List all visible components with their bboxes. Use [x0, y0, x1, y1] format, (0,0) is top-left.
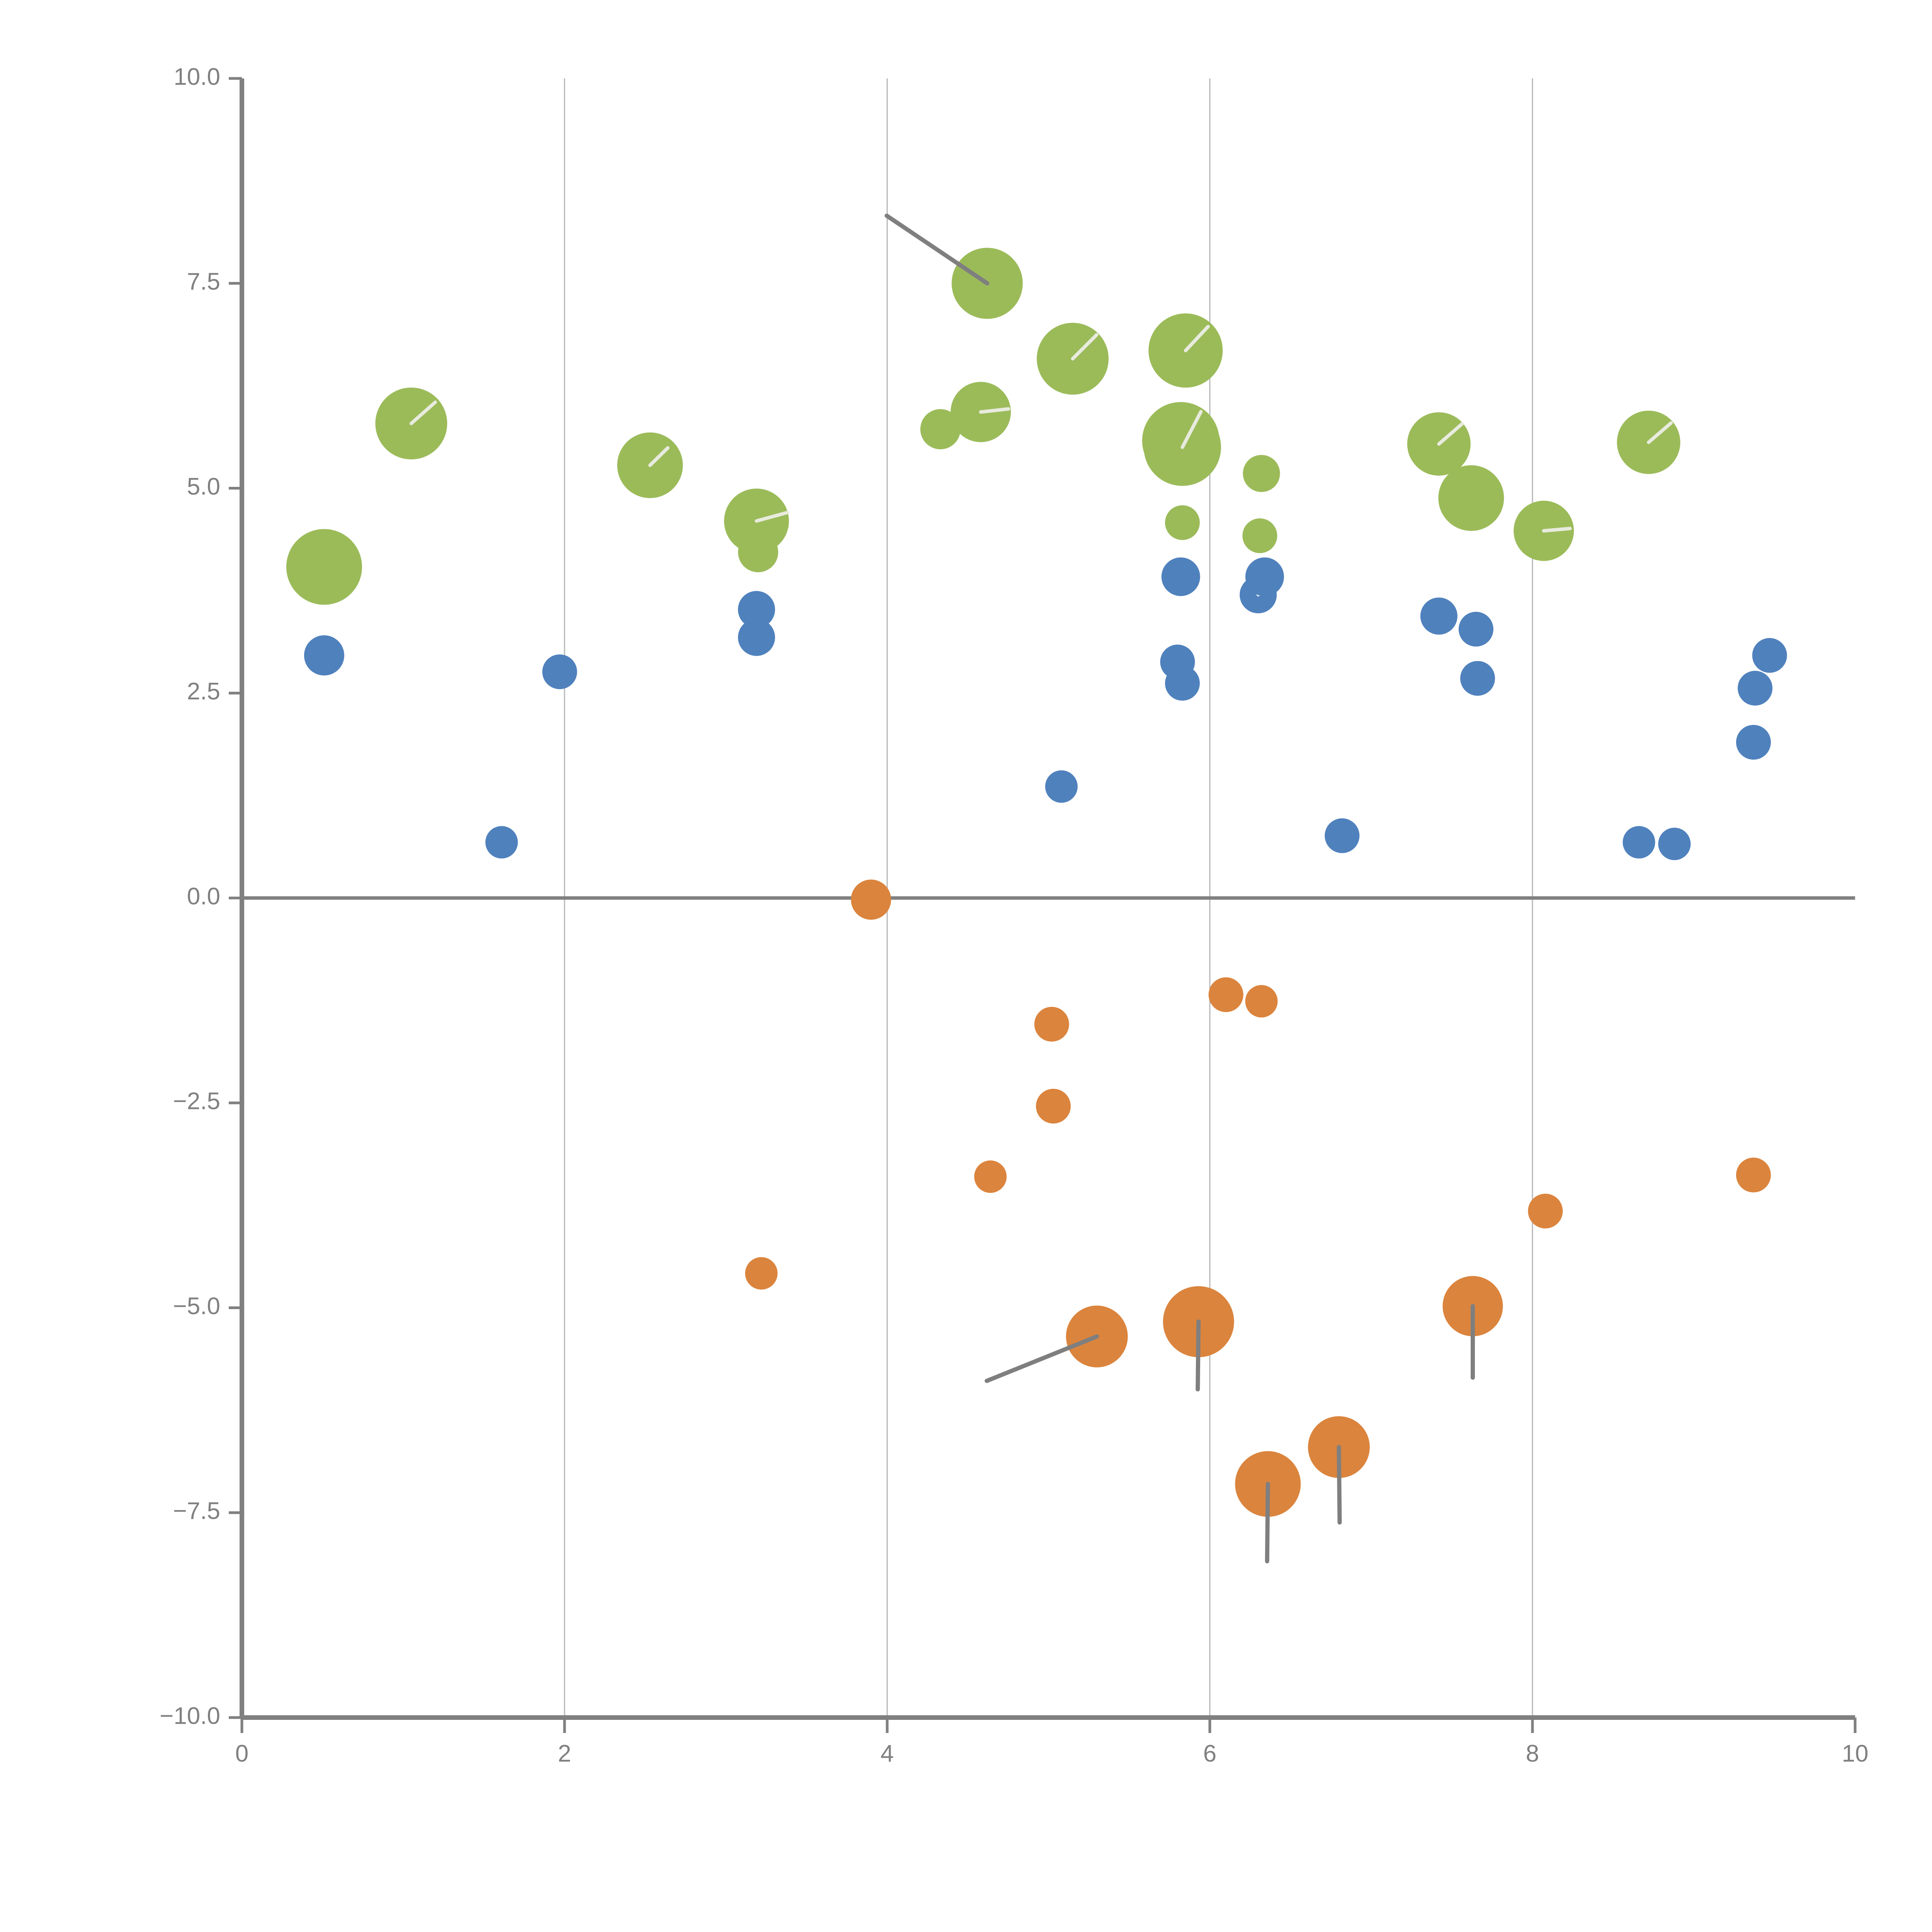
- x-tick-label: 6: [1203, 1740, 1216, 1767]
- data-point-orange[interactable]: [1736, 1157, 1771, 1192]
- data-point-orange[interactable]: [1034, 1007, 1069, 1042]
- x-tick-label: 8: [1526, 1740, 1539, 1767]
- data-point-blue[interactable]: [1165, 666, 1200, 701]
- data-point-tail: [409, 400, 437, 425]
- y-tick-label: 2.5: [187, 678, 220, 705]
- data-point-blue[interactable]: [1622, 826, 1655, 859]
- y-tick-label: 5.0: [187, 473, 220, 500]
- y-tick-label: 7.5: [187, 269, 220, 295]
- data-point-blue[interactable]: [1738, 671, 1773, 706]
- data-point-orange[interactable]: [1245, 985, 1278, 1018]
- y-tick-label: −10.0: [160, 1702, 220, 1729]
- data-point-tail: [979, 407, 1010, 414]
- data-point-orange[interactable]: [1528, 1194, 1563, 1229]
- data-point-green[interactable]: [286, 529, 362, 605]
- data-point-blue[interactable]: [485, 826, 518, 859]
- data-point-tail: [884, 213, 990, 286]
- series-blue: [304, 557, 1787, 861]
- data-point-blue[interactable]: [1460, 661, 1495, 696]
- y-tick-label: −7.5: [173, 1498, 220, 1524]
- data-point-tail: [1542, 527, 1572, 533]
- data-point-orange[interactable]: [1036, 1088, 1071, 1124]
- data-points: [286, 213, 1787, 1564]
- data-point-green[interactable]: [920, 409, 961, 449]
- data-point-blue[interactable]: [1736, 725, 1771, 760]
- data-point-blue[interactable]: [1161, 557, 1200, 596]
- y-tick-label: 0.0: [187, 883, 220, 910]
- x-tick-label: 0: [235, 1740, 248, 1767]
- tick-labels: 10.0 7.5 5.0 2.5 0.0 −2.5 −5.0 −7.5 −10.0 0 2 4 6 8 10: [160, 63, 1868, 1767]
- data-point-tail: [648, 446, 670, 467]
- data-point-blue[interactable]: [1325, 818, 1360, 853]
- data-point-blue[interactable]: [304, 635, 344, 676]
- x-tick-label: 4: [881, 1740, 894, 1767]
- data-point-blue[interactable]: [542, 654, 577, 689]
- data-point-blue[interactable]: [738, 619, 775, 656]
- data-point-orange[interactable]: [851, 879, 891, 920]
- y-tick-label: −5.0: [173, 1293, 220, 1320]
- data-point-tail: [1196, 1320, 1201, 1392]
- data-point-blue[interactable]: [1752, 638, 1787, 673]
- data-point-tail: [1437, 422, 1464, 446]
- data-point-orange[interactable]: [1208, 977, 1243, 1012]
- data-point-tail: [1180, 410, 1203, 449]
- data-point-tail: [755, 510, 789, 523]
- data-point-green[interactable]: [1438, 465, 1504, 531]
- data-point-green[interactable]: [1242, 518, 1277, 553]
- data-point-tail: [1071, 333, 1099, 361]
- y-tick-label: 10.0: [173, 63, 220, 90]
- data-point-tail: [1337, 1445, 1342, 1525]
- data-point-green[interactable]: [1243, 455, 1280, 492]
- data-point-tail: [1184, 325, 1210, 352]
- x-tick-label: 2: [558, 1740, 571, 1767]
- data-point-tail: [1265, 1482, 1270, 1564]
- data-point-orange[interactable]: [974, 1160, 1007, 1193]
- data-point-green[interactable]: [1165, 505, 1200, 540]
- data-point-orange[interactable]: [745, 1257, 778, 1290]
- data-point-tail: [1647, 421, 1673, 444]
- x-tick-label: 10: [1842, 1740, 1869, 1767]
- series-orange: [745, 879, 1771, 1564]
- data-point-green[interactable]: [738, 532, 778, 572]
- data-point-blue[interactable]: [1245, 557, 1284, 596]
- data-point-blue[interactable]: [1458, 612, 1493, 647]
- axis-ticks: [229, 77, 1857, 1733]
- data-point-blue[interactable]: [738, 591, 775, 628]
- data-point-tail: [985, 1334, 1099, 1383]
- series-green: [286, 213, 1680, 605]
- data-point-blue[interactable]: [1045, 770, 1078, 803]
- data-point-blue[interactable]: [1658, 828, 1691, 861]
- data-point-blue[interactable]: [1420, 597, 1458, 635]
- y-tick-label: −2.5: [173, 1088, 220, 1115]
